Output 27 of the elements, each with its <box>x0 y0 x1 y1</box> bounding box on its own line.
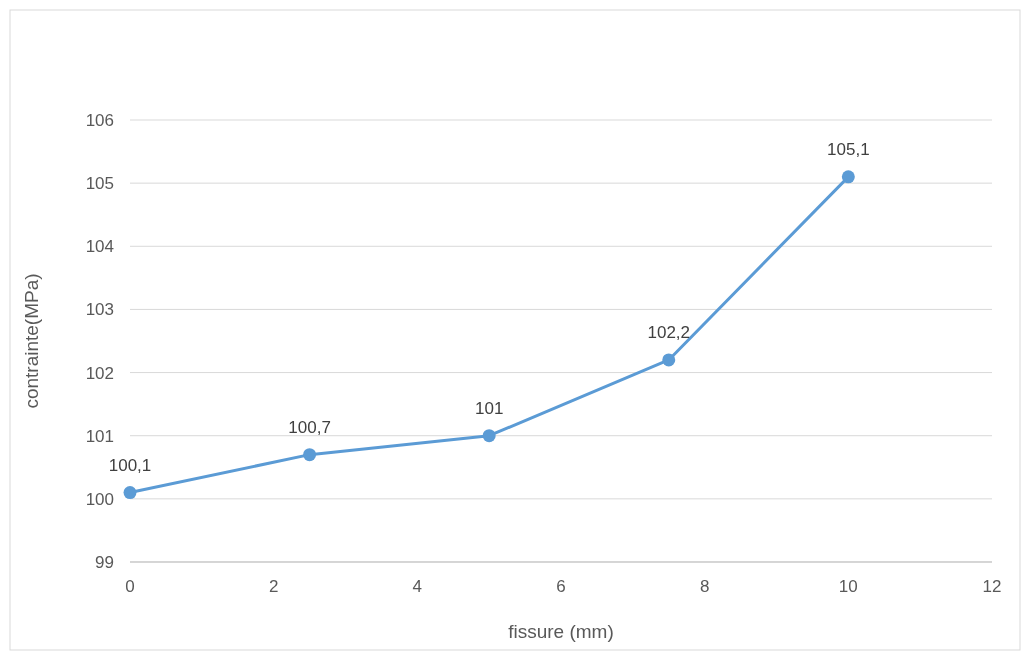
data-label: 101 <box>474 398 504 418</box>
x-tick-label: 0 <box>125 577 135 596</box>
x-tick-label: 8 <box>699 577 710 596</box>
y-tick-label: 99 <box>95 552 114 572</box>
point <box>123 486 137 500</box>
data-label: 100,1 <box>108 455 152 475</box>
x-tick-label: 2 <box>268 577 279 596</box>
x-tick-label: 6 <box>556 577 566 596</box>
x-tick-label: 12 <box>982 577 1002 596</box>
point <box>482 429 496 443</box>
y-tick-label: 106 <box>85 110 114 130</box>
y-tick-label: 101 <box>85 426 114 446</box>
x-axis-title: fissure (mm) <box>508 621 614 642</box>
x-tick-label: 10 <box>838 577 858 596</box>
x-tick-label: 4 <box>412 577 423 596</box>
y-tick-label: 103 <box>85 300 114 320</box>
data-label: 102,2 <box>647 322 691 342</box>
y-tick-label: 105 <box>85 174 114 194</box>
point <box>662 353 676 367</box>
y-tick-label: 100 <box>85 489 114 509</box>
y-axis-title: contrainte(MPa) <box>21 273 42 409</box>
data-label: 100,7 <box>288 417 331 437</box>
point <box>841 170 855 184</box>
point <box>303 448 317 462</box>
y-tick-label: 104 <box>85 237 114 257</box>
y-tick-label: 102 <box>85 363 114 383</box>
data-label: 105,1 <box>827 139 870 159</box>
